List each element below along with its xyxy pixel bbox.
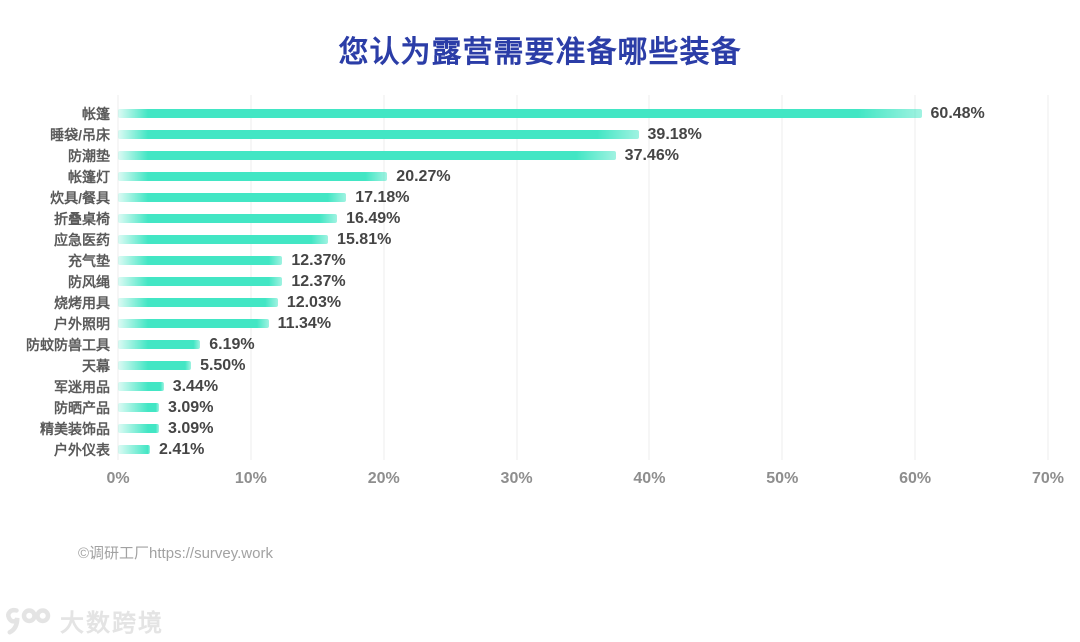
x-axis: 0% 10% 20% 30% 40% 50% 60% 70% [106, 460, 1064, 496]
gridline [1047, 95, 1049, 460]
value-label: 3.09% [168, 419, 214, 437]
bar-row: 户外照明 11.34% [54, 313, 1048, 334]
category-label: 防晒产品 [54, 399, 110, 416]
bar [118, 151, 616, 160]
value-label: 6.19% [209, 335, 255, 353]
100-smile-logo-icon [6, 607, 51, 634]
gridline [383, 95, 385, 460]
category-label: 充气垫 [68, 252, 110, 269]
category-label: 折叠桌椅 [54, 210, 110, 227]
bar-rows: 帐篷 60.48% 睡袋/吊床 39.18% 防潮垫 37.46% 帐篷灯 20.27% 炊具/… [26, 103, 1048, 460]
x-tick-label: 30% [500, 470, 533, 487]
bar [118, 361, 192, 370]
bar-row: 烧烤用具 12.03% [54, 292, 1048, 313]
bar [118, 130, 639, 139]
value-label: 60.48% [930, 104, 985, 122]
bar [118, 403, 160, 412]
x-tick-label: 70% [1031, 470, 1065, 487]
bar-chart: 帐篷 60.48% 睡袋/吊床 39.18% 防潮垫 37.46% 帐篷灯 20.27% 炊具/… [26, 95, 1064, 496]
category-label: 炊具/餐具 [50, 189, 110, 206]
category-label: 精美装饰品 [40, 420, 110, 437]
category-label: 防蚊防兽工具 [26, 336, 110, 353]
category-label: 天幕 [82, 357, 110, 374]
value-label: 20.27% [396, 167, 451, 185]
value-label: 17.18% [355, 188, 410, 206]
bar-row: 充气垫 12.37% [68, 250, 1048, 271]
category-label: 户外仪表 [54, 441, 110, 458]
bar [118, 235, 329, 244]
bar [118, 172, 388, 181]
bar-row: 精美装饰品 3.09% [40, 418, 1048, 439]
gridline [516, 95, 518, 460]
category-label: 应急医药 [54, 231, 110, 248]
bar-row: 睡袋/吊床 39.18% [50, 124, 1048, 145]
bar-row: 折叠桌椅 16.49% [54, 208, 1048, 229]
value-label: 3.44% [172, 377, 219, 395]
bar-row: 户外仪表 2.41% [54, 439, 1048, 460]
value-label: 15.81% [337, 230, 392, 248]
bar [118, 319, 269, 328]
x-tick-label: 10% [234, 470, 267, 487]
chart-title: 您认为露营需要准备哪些装备 [338, 36, 742, 69]
x-tick-label: 0% [106, 470, 130, 487]
value-label: 37.46% [624, 146, 679, 164]
value-label: 39.18% [647, 125, 702, 143]
category-label: 防风绳 [68, 273, 110, 290]
value-label: 11.34% [277, 314, 332, 332]
category-label: 烧烤用具 [54, 294, 110, 311]
infographic-page: 您认为露营需要准备哪些装备 帐篷 60.48% 睡袋/吊床 39.18% 防潮垫 37.4… [0, 34, 1080, 637]
bar [118, 445, 151, 454]
bar [118, 382, 164, 391]
bar [118, 277, 283, 286]
bar [118, 424, 160, 433]
bar-row: 防蚊防兽工具 6.19% [26, 334, 1048, 355]
bar [118, 340, 201, 349]
category-label: 帐篷 [82, 105, 110, 122]
category-label: 户外照明 [54, 315, 110, 332]
category-label: 军迷用品 [54, 378, 110, 395]
bar [118, 109, 922, 118]
category-label: 防潮垫 [68, 147, 110, 164]
gridline [781, 95, 783, 460]
bar-row: 应急医药 15.81% [54, 229, 1048, 250]
bar-row: 防潮垫 37.46% [68, 145, 1048, 166]
value-label: 12.37% [291, 251, 346, 269]
value-label: 2.41% [159, 440, 205, 458]
bar-row: 军迷用品 3.44% [54, 376, 1048, 397]
gridline [648, 95, 650, 460]
value-label: 16.49% [346, 209, 401, 227]
value-label: 3.09% [168, 398, 214, 416]
bar-row: 帐篷灯 20.27% [68, 166, 1048, 187]
gridline [914, 95, 916, 460]
bar [118, 256, 283, 265]
bar-row: 炊具/餐具 17.18% [50, 187, 1048, 208]
value-label: 12.03% [286, 293, 342, 311]
x-tick-label: 50% [766, 470, 799, 487]
x-tick-label: 40% [633, 470, 666, 487]
bar-row: 防风绳 12.37% [68, 271, 1048, 292]
watermark-text: 大数跨境 [60, 610, 164, 637]
bar-row: 防晒产品 3.09% [54, 397, 1048, 418]
x-tick-label: 60% [899, 470, 932, 487]
bar [118, 193, 347, 202]
source-credit: ©调研工厂https://survey.work [78, 545, 273, 562]
bar [118, 214, 338, 223]
bar-row: 帐篷 60.48% [82, 103, 1048, 124]
value-label: 12.37% [291, 272, 346, 290]
category-label: 睡袋/吊床 [50, 126, 110, 143]
watermark: 大数跨境 [4, 603, 164, 638]
value-label: 5.50% [200, 356, 246, 374]
x-tick-label: 20% [367, 470, 400, 487]
bar-row: 天幕 5.50% [82, 355, 1048, 376]
category-label: 帐篷灯 [68, 168, 110, 185]
bar [118, 298, 278, 307]
